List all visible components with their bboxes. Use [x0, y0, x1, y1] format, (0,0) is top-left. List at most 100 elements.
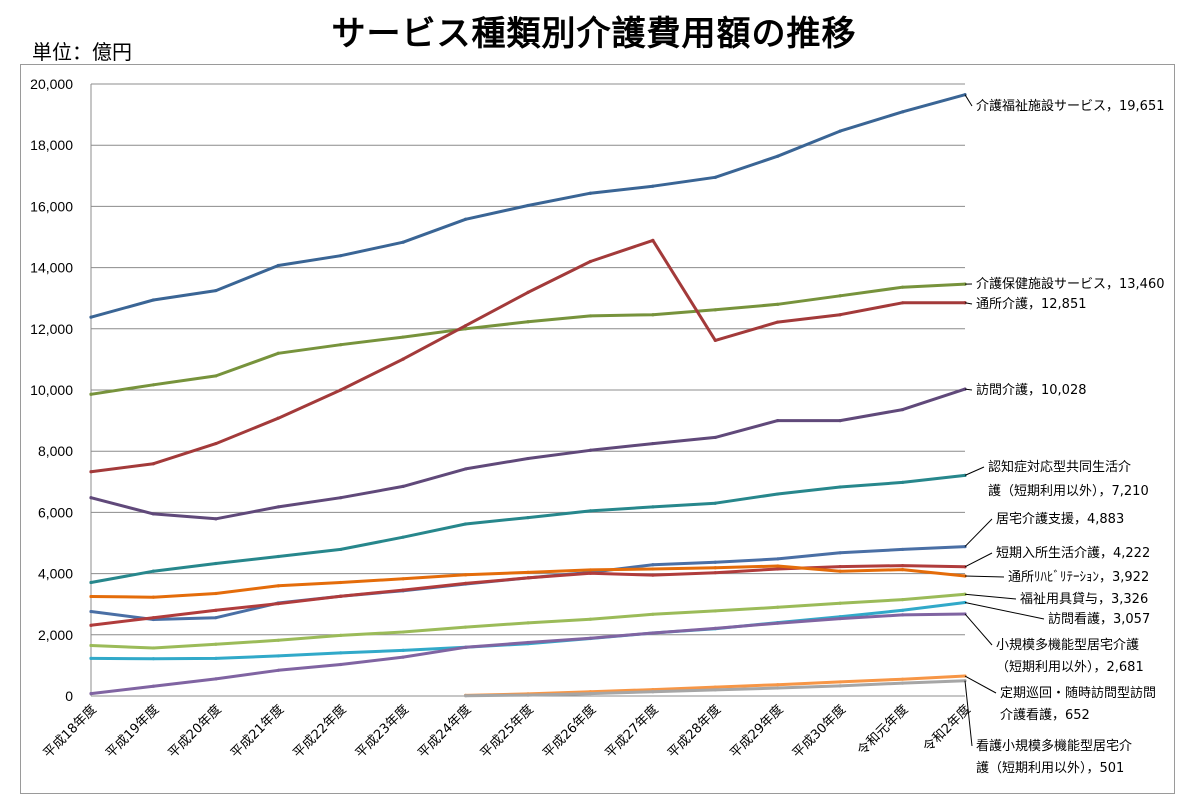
data-point: [276, 584, 280, 588]
data-point: [339, 547, 343, 552]
data-point: [900, 608, 905, 612]
data-point: [214, 288, 218, 293]
data-point: [651, 505, 655, 509]
data-point: [900, 480, 905, 485]
series-label: 護（短期利用以外），501: [976, 760, 1124, 776]
x-tick-label: 平成23年度: [352, 702, 412, 762]
label-leader-line: [964, 388, 973, 391]
x-tick-label: 平成25年度: [477, 702, 537, 762]
x-tick-label: 平成20年度: [165, 702, 225, 762]
data-point: [776, 302, 780, 306]
data-point: [713, 609, 717, 613]
data-point: [89, 496, 93, 500]
label-leader-line: [964, 94, 973, 107]
data-point: [713, 338, 717, 343]
data-point: [651, 563, 655, 567]
series-label: 居宅介護支援，4,883: [996, 511, 1124, 527]
series-label: 看護小規模多機能型居宅介: [976, 738, 1132, 754]
data-point: [588, 571, 593, 575]
y-tick-label: 0: [65, 688, 73, 704]
data-point: [214, 517, 218, 521]
data-point: [776, 154, 780, 158]
data-point: [900, 110, 905, 114]
data-point: [651, 631, 655, 635]
label-leader-line: [964, 575, 1005, 578]
x-tick-label: 平成26年度: [539, 702, 599, 762]
y-tick-label: 14,000: [30, 260, 73, 276]
series-label: 通所介護，12,851: [976, 296, 1087, 312]
data-point: [214, 677, 218, 681]
x-tick-label: 令和元年度: [854, 702, 911, 759]
label-leader-line: [964, 552, 993, 568]
data-point: [651, 238, 655, 242]
data-point: [776, 686, 780, 690]
data-point: [401, 648, 405, 653]
data-point: [339, 496, 343, 500]
y-tick-label: 8,000: [38, 443, 73, 459]
data-point: [651, 612, 655, 616]
y-tick-label: 6,000: [38, 504, 73, 520]
data-point: [339, 343, 343, 347]
data-point: [651, 441, 655, 446]
y-tick-label: 2,000: [38, 627, 73, 643]
data-point: [463, 217, 468, 221]
unit-label: 単位：億円: [32, 40, 132, 64]
data-point: [276, 638, 280, 642]
series-label: 短期入所生活介護，4,222: [996, 545, 1150, 561]
x-tick-label: 平成30年度: [789, 702, 849, 762]
data-point: [339, 580, 343, 585]
data-point: [151, 462, 156, 466]
label-leader-line: [964, 518, 993, 547]
data-point: [900, 564, 905, 568]
data-point: [401, 535, 405, 539]
data-point: [713, 308, 717, 312]
data-point: [526, 570, 530, 574]
data-point: [463, 645, 468, 649]
data-point: [651, 690, 655, 694]
y-tick-label: 20,000: [30, 76, 73, 92]
data-point: [151, 616, 156, 620]
data-point: [713, 501, 717, 505]
series-label: 福祉用具貸与，3,326: [1020, 591, 1148, 607]
y-tick-label: 16,000: [30, 198, 73, 214]
data-point: [339, 388, 343, 392]
data-point: [588, 617, 593, 621]
data-point: [900, 598, 905, 602]
label-leader-line: [964, 302, 973, 305]
series-label: 介護福祉施設サービス，19,651: [976, 98, 1165, 114]
data-point: [151, 646, 156, 650]
data-point: [776, 419, 780, 423]
data-point: [89, 609, 93, 614]
data-point: [526, 576, 530, 580]
data-point: [588, 448, 593, 452]
label-leader-line: [964, 680, 973, 747]
data-point: [401, 577, 405, 581]
data-point: [339, 254, 343, 258]
data-point: [776, 564, 780, 568]
data-point: [401, 335, 405, 339]
data-point: [900, 568, 905, 572]
data-point: [151, 298, 156, 302]
data-point: [214, 656, 218, 660]
data-point: [588, 509, 593, 513]
data-point: [838, 485, 842, 489]
data-point: [276, 416, 280, 420]
data-point: [838, 680, 842, 684]
data-point: [214, 616, 218, 620]
data-point: [463, 467, 468, 471]
data-point: [588, 691, 593, 696]
y-tick-label: 10,000: [30, 382, 73, 398]
data-point: [339, 662, 343, 667]
data-point: [89, 656, 93, 660]
label-leader-line: [964, 593, 1017, 600]
data-point: [276, 351, 280, 355]
data-point: [276, 554, 280, 559]
data-point: [588, 259, 593, 264]
data-point: [151, 569, 156, 573]
data-point: [401, 655, 405, 659]
data-point: [151, 684, 156, 688]
series-label: 訪問介護，10,028: [976, 382, 1087, 398]
series-label: 認知症対応型共同生活介: [988, 459, 1131, 475]
data-point: [151, 512, 156, 516]
data-point: [401, 588, 405, 592]
